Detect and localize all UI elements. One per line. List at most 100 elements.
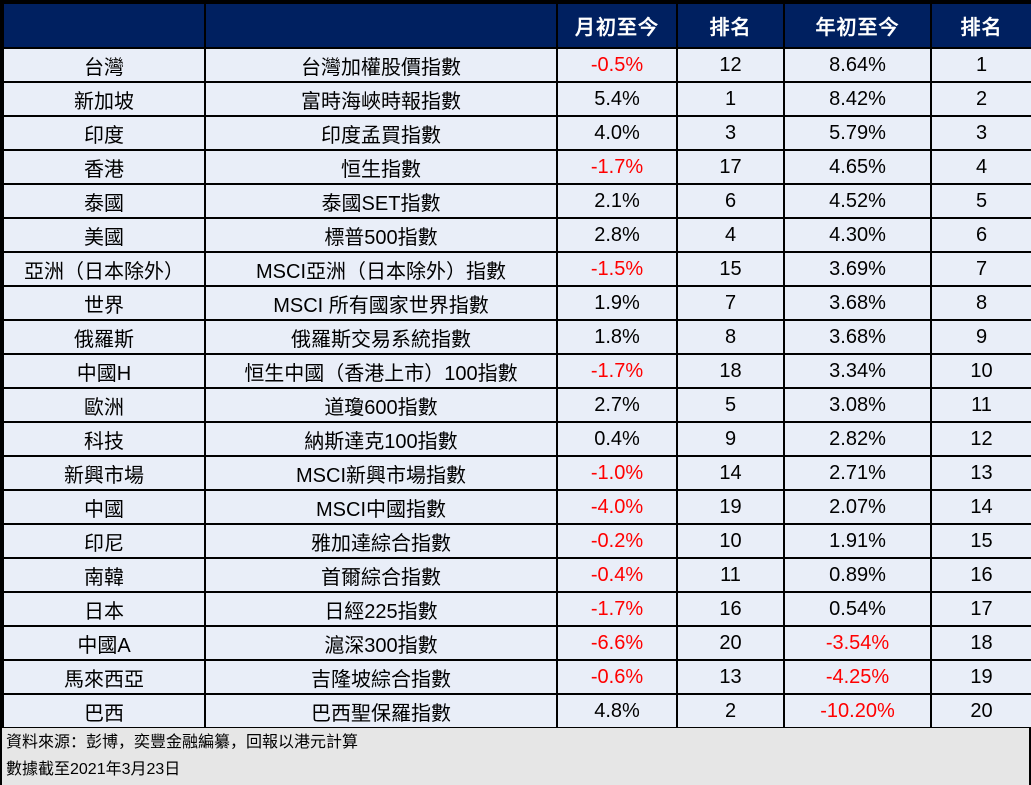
ytd-return-cell: 3.68% bbox=[783, 285, 932, 321]
market-cell: 中國H bbox=[2, 353, 206, 389]
index-name-cell: 印度孟買指數 bbox=[204, 115, 558, 151]
ytd-return-cell: 1.91% bbox=[783, 523, 932, 559]
mtd-return-cell: -0.5% bbox=[556, 47, 678, 83]
mtd-rank-cell: 6 bbox=[676, 183, 785, 219]
table-row: 巴西 巴西聖保羅指數 4.8% 2 -10.20% 20 bbox=[2, 693, 1031, 729]
mtd-return-cell: 0.4% bbox=[556, 421, 678, 457]
table-row: 美國 標普500指數 2.8% 4 4.30% 6 bbox=[2, 217, 1031, 253]
ytd-return-cell: 2.07% bbox=[783, 489, 932, 525]
ytd-return-cell: 8.42% bbox=[783, 81, 932, 117]
table-row: 新興市場 MSCI新興市場指數 -1.0% 14 2.71% 13 bbox=[2, 455, 1031, 491]
mtd-return-cell: -1.7% bbox=[556, 149, 678, 185]
ytd-return-cell: -10.20% bbox=[783, 693, 932, 729]
mtd-return-cell: -0.4% bbox=[556, 557, 678, 593]
mtd-rank-cell: 2 bbox=[676, 693, 785, 729]
ytd-rank-cell: 17 bbox=[930, 591, 1031, 627]
ytd-rank-cell: 11 bbox=[930, 387, 1031, 423]
mtd-return-cell: -1.0% bbox=[556, 455, 678, 491]
ytd-return-cell: -3.54% bbox=[783, 625, 932, 661]
mtd-rank-cell: 7 bbox=[676, 285, 785, 321]
market-cell: 新興市場 bbox=[2, 455, 206, 491]
header-mtd: 月初至今 bbox=[556, 2, 678, 49]
market-cell: 美國 bbox=[2, 217, 206, 253]
market-cell: 印度 bbox=[2, 115, 206, 151]
ytd-rank-cell: 15 bbox=[930, 523, 1031, 559]
ytd-rank-cell: 18 bbox=[930, 625, 1031, 661]
table-row: 亞洲（日本除外） MSCI亞洲（日本除外）指數 -1.5% 15 3.69% 7 bbox=[2, 251, 1031, 287]
table-row: 馬來西亞 吉隆坡綜合指數 -0.6% 13 -4.25% 19 bbox=[2, 659, 1031, 695]
market-cell: 巴西 bbox=[2, 693, 206, 729]
mtd-rank-cell: 3 bbox=[676, 115, 785, 151]
mtd-rank-cell: 17 bbox=[676, 149, 785, 185]
mtd-rank-cell: 4 bbox=[676, 217, 785, 253]
ytd-rank-cell: 4 bbox=[930, 149, 1031, 185]
mtd-return-cell: -1.7% bbox=[556, 353, 678, 389]
table-row: 新加坡 富時海峽時報指數 5.4% 1 8.42% 2 bbox=[2, 81, 1031, 117]
ytd-return-cell: 8.64% bbox=[783, 47, 932, 83]
mtd-rank-cell: 12 bbox=[676, 47, 785, 83]
market-cell: 新加坡 bbox=[2, 81, 206, 117]
ytd-rank-cell: 19 bbox=[930, 659, 1031, 695]
market-cell: 香港 bbox=[2, 149, 206, 185]
ytd-rank-cell: 9 bbox=[930, 319, 1031, 355]
mtd-return-cell: 1.9% bbox=[556, 285, 678, 321]
mtd-return-cell: 4.8% bbox=[556, 693, 678, 729]
mtd-return-cell: 1.8% bbox=[556, 319, 678, 355]
header-ytd: 年初至今 bbox=[783, 2, 932, 49]
ytd-return-cell: 4.30% bbox=[783, 217, 932, 253]
source-note: 資料來源：彭博，奕豐金融編纂，回報以港元計算 bbox=[6, 734, 359, 751]
table-row: 香港 恒生指數 -1.7% 17 4.65% 4 bbox=[2, 149, 1031, 185]
ytd-return-cell: 4.52% bbox=[783, 183, 932, 219]
ytd-return-cell: 3.08% bbox=[783, 387, 932, 423]
index-name-cell: 恒生中國（香港上市）100指數 bbox=[204, 353, 558, 389]
mtd-return-cell: 2.1% bbox=[556, 183, 678, 219]
market-cell: 俄羅斯 bbox=[2, 319, 206, 355]
table-row: 科技 納斯達克100指數 0.4% 9 2.82% 12 bbox=[2, 421, 1031, 457]
table-row: 日本 日經225指數 -1.7% 16 0.54% 17 bbox=[2, 591, 1031, 627]
ytd-rank-cell: 5 bbox=[930, 183, 1031, 219]
ytd-return-cell: 2.71% bbox=[783, 455, 932, 491]
market-cell: 世界 bbox=[2, 285, 206, 321]
as-of-date-note: 數據截至2021年3月23日 bbox=[6, 761, 181, 778]
ytd-rank-cell: 14 bbox=[930, 489, 1031, 525]
table-row: 南韓 首爾綜合指數 -0.4% 11 0.89% 16 bbox=[2, 557, 1031, 593]
market-cell: 印尼 bbox=[2, 523, 206, 559]
mtd-rank-cell: 9 bbox=[676, 421, 785, 457]
mtd-rank-cell: 8 bbox=[676, 319, 785, 355]
index-name-cell: 台灣加權股價指數 bbox=[204, 47, 558, 83]
ytd-return-cell: 0.54% bbox=[783, 591, 932, 627]
table-row: 中國 MSCI中國指數 -4.0% 19 2.07% 14 bbox=[2, 489, 1031, 525]
mtd-rank-cell: 13 bbox=[676, 659, 785, 695]
table-row: 中國H 恒生中國（香港上市）100指數 -1.7% 18 3.34% 10 bbox=[2, 353, 1031, 389]
index-name-cell: MSCI 所有國家世界指數 bbox=[204, 285, 558, 321]
table-row: 印尼 雅加達綜合指數 -0.2% 10 1.91% 15 bbox=[2, 523, 1031, 559]
ytd-rank-cell: 8 bbox=[930, 285, 1031, 321]
ytd-rank-cell: 2 bbox=[930, 81, 1031, 117]
mtd-return-cell: -6.6% bbox=[556, 625, 678, 661]
index-name-cell: 恒生指數 bbox=[204, 149, 558, 185]
index-name-cell: 納斯達克100指數 bbox=[204, 421, 558, 457]
ytd-return-cell: 3.34% bbox=[783, 353, 932, 389]
index-name-cell: MSCI中國指數 bbox=[204, 489, 558, 525]
market-cell: 泰國 bbox=[2, 183, 206, 219]
index-name-cell: MSCI新興市場指數 bbox=[204, 455, 558, 491]
ytd-return-cell: 5.79% bbox=[783, 115, 932, 151]
mtd-return-cell: 4.0% bbox=[556, 115, 678, 151]
index-name-cell: 滬深300指數 bbox=[204, 625, 558, 661]
mtd-rank-cell: 11 bbox=[676, 557, 785, 593]
ytd-return-cell: 0.89% bbox=[783, 557, 932, 593]
ytd-rank-cell: 7 bbox=[930, 251, 1031, 287]
market-cell: 日本 bbox=[2, 591, 206, 627]
header-index bbox=[204, 2, 558, 49]
table-row: 泰國 泰國SET指數 2.1% 6 4.52% 5 bbox=[2, 183, 1031, 219]
mtd-rank-cell: 19 bbox=[676, 489, 785, 525]
header-ytd-rank: 排名 bbox=[930, 2, 1031, 49]
footer-notes: 資料來源：彭博，奕豐金融編纂，回報以港元計算 數據截至2021年3月23日 bbox=[2, 728, 1029, 785]
mtd-rank-cell: 20 bbox=[676, 625, 785, 661]
ytd-rank-cell: 20 bbox=[930, 693, 1031, 729]
ytd-rank-cell: 6 bbox=[930, 217, 1031, 253]
mtd-return-cell: -0.6% bbox=[556, 659, 678, 695]
index-name-cell: 日經225指數 bbox=[204, 591, 558, 627]
ytd-rank-cell: 3 bbox=[930, 115, 1031, 151]
market-cell: 中國 bbox=[2, 489, 206, 525]
